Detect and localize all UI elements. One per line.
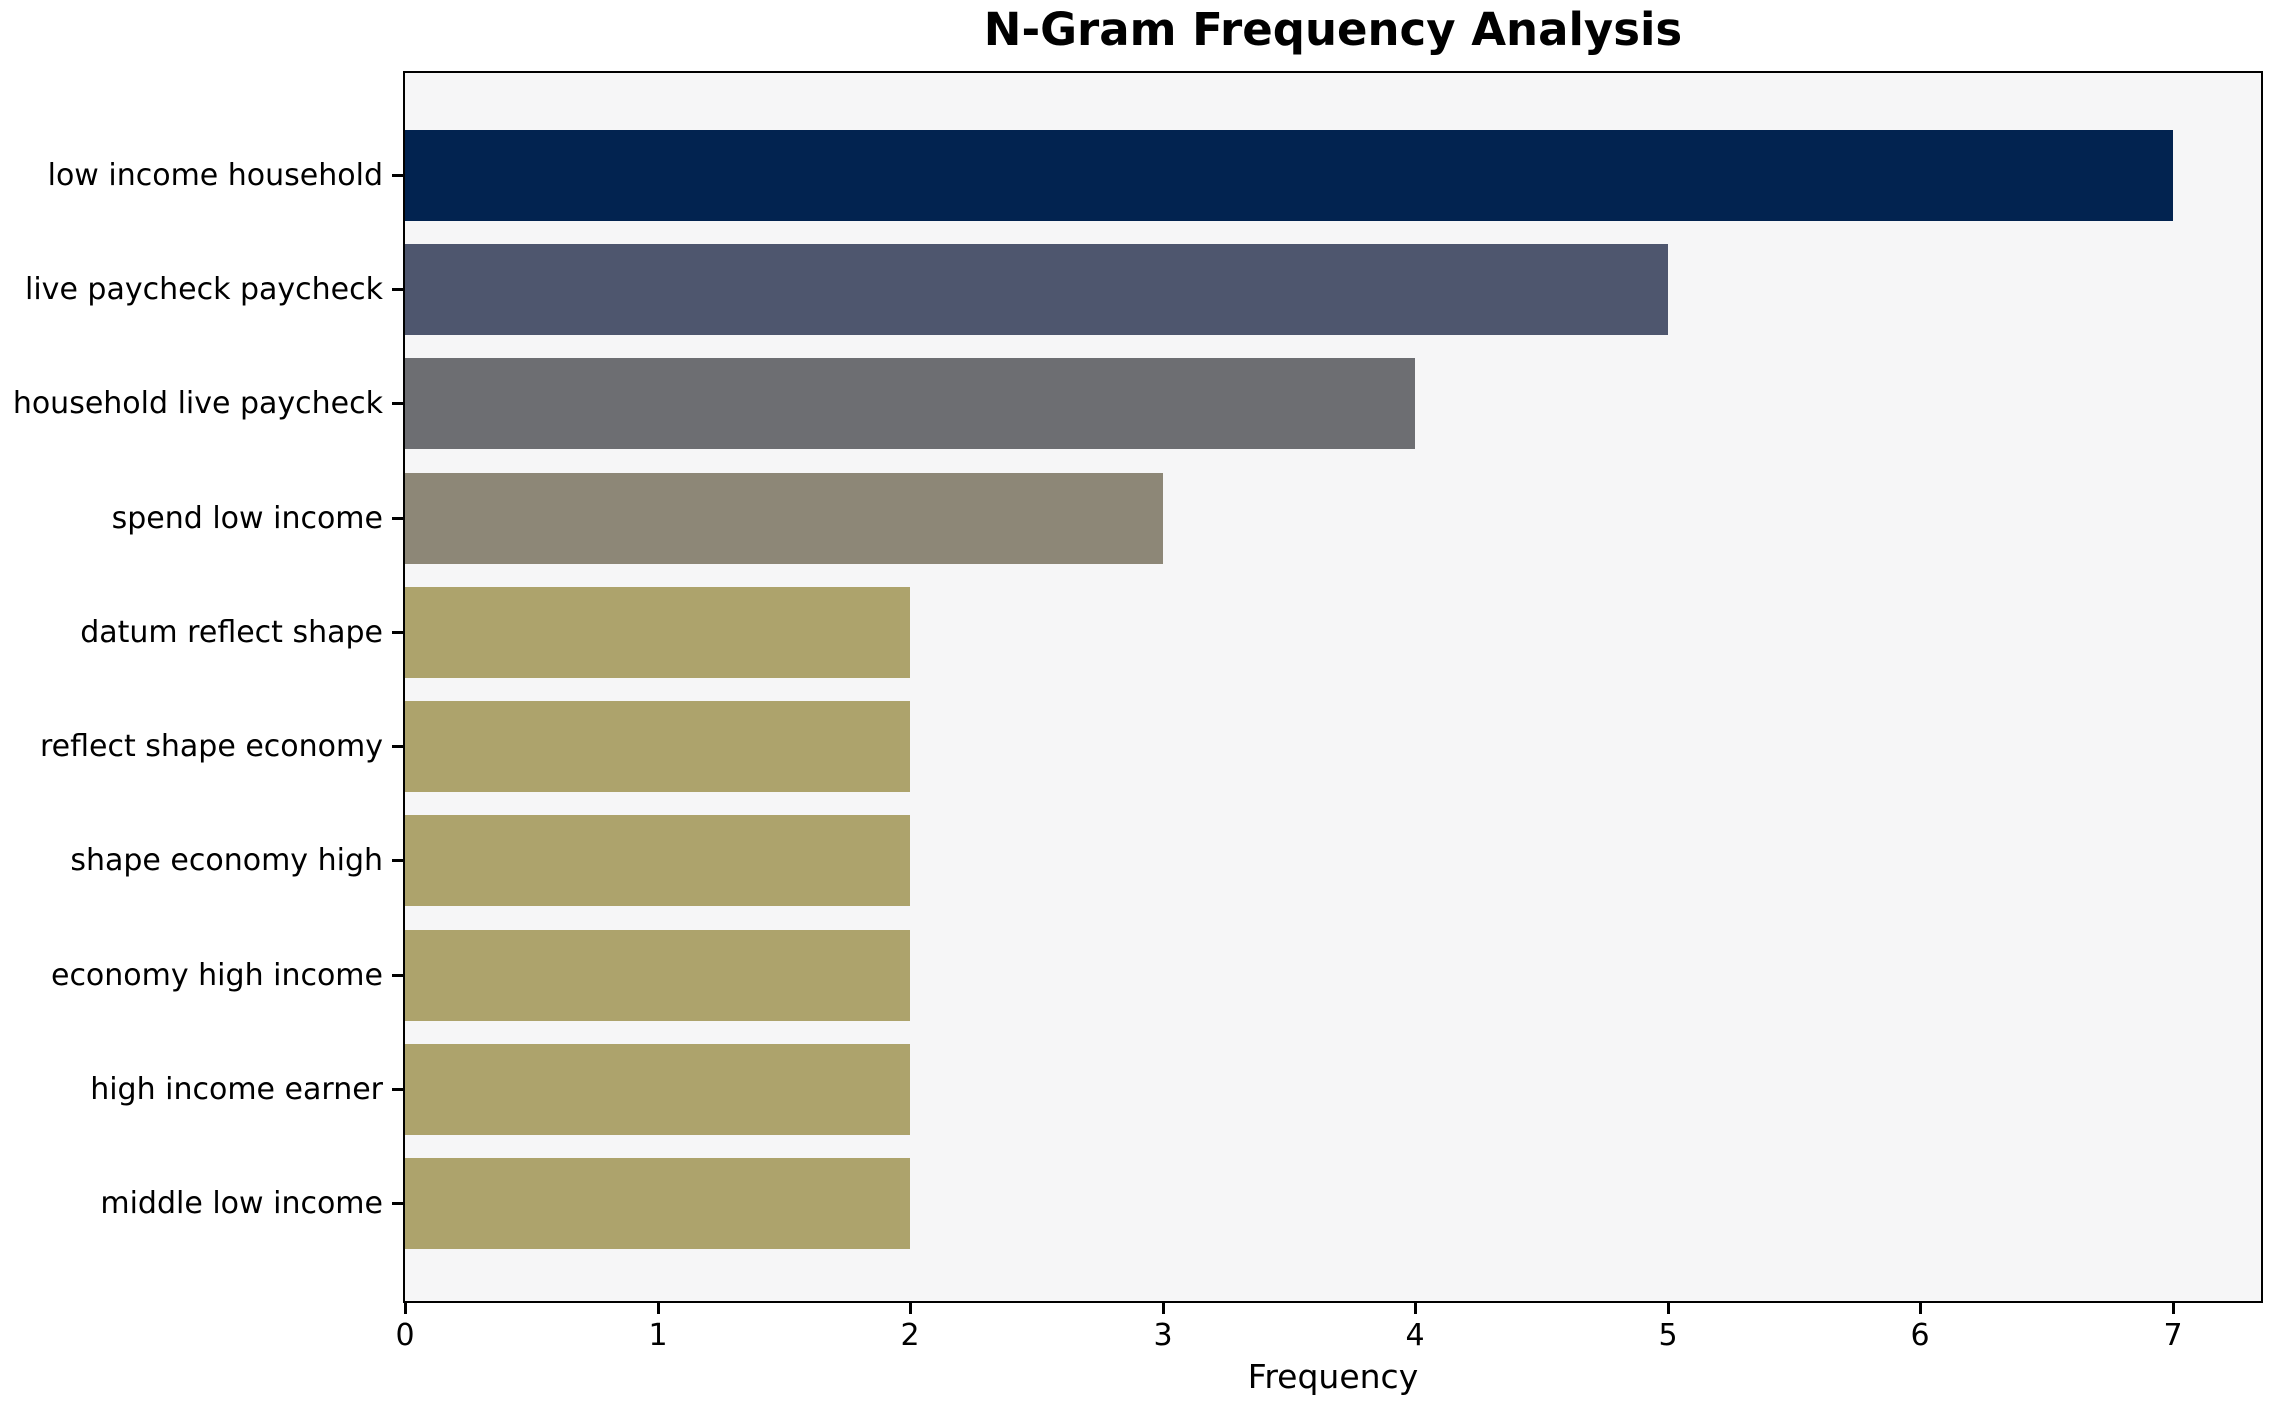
x-tick (1919, 1303, 1922, 1314)
bar-1 (405, 244, 1668, 335)
bar-6 (405, 815, 910, 906)
bar-9 (405, 1158, 910, 1249)
y-tick-label: middle low income (100, 1186, 383, 1221)
x-tick-label: 5 (1658, 1318, 1678, 1353)
x-tick (2172, 1303, 2175, 1314)
y-tick-label: high income earner (90, 1072, 383, 1107)
y-tick-label: spend low income (111, 501, 383, 536)
y-tick (392, 174, 403, 177)
y-tick (392, 1202, 403, 1205)
bar-3 (405, 473, 1163, 564)
bar-5 (405, 701, 910, 792)
x-tick-label: 2 (900, 1318, 920, 1353)
x-tick-label: 6 (1910, 1318, 1930, 1353)
y-tick (392, 402, 403, 405)
y-tick (392, 517, 403, 520)
x-tick-label: 4 (1405, 1318, 1425, 1353)
x-tick (1162, 1303, 1165, 1314)
chart-title: N-Gram Frequency Analysis (983, 3, 1683, 56)
x-tick (909, 1303, 912, 1314)
y-tick-label: live paycheck paycheck (25, 272, 383, 307)
x-tick (657, 1303, 660, 1314)
bar-8 (405, 1044, 910, 1135)
x-tick-label: 3 (1153, 1318, 1173, 1353)
bar-0 (405, 130, 2173, 221)
x-axis-label: Frequency (1247, 1357, 1419, 1396)
bar-2 (405, 358, 1415, 449)
y-tick (392, 288, 403, 291)
bar-7 (405, 930, 910, 1021)
y-tick-label: datum reflect shape (80, 615, 383, 650)
x-tick-label: 1 (648, 1318, 668, 1353)
x-tick-label: 7 (2163, 1318, 2183, 1353)
y-tick (392, 1088, 403, 1091)
x-tick (1414, 1303, 1417, 1314)
bar-4 (405, 587, 910, 678)
y-tick-label: shape economy high (70, 843, 383, 878)
y-tick-label: reflect shape economy (40, 729, 383, 764)
plot-area (403, 71, 2263, 1303)
y-tick (392, 631, 403, 634)
x-tick (404, 1303, 407, 1314)
y-tick-label: household live paycheck (12, 386, 383, 421)
y-tick-label: economy high income (50, 958, 383, 993)
y-tick (392, 974, 403, 977)
y-tick (392, 745, 403, 748)
y-tick (392, 859, 403, 862)
x-tick (1667, 1303, 1670, 1314)
y-tick-label: low income household (47, 158, 383, 193)
x-tick-label: 0 (395, 1318, 415, 1353)
